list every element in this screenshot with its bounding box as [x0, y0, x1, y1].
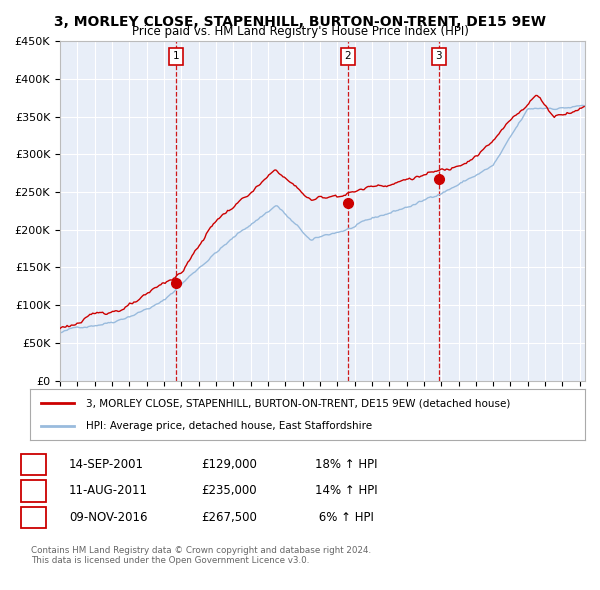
Text: 18% ↑ HPI: 18% ↑ HPI [315, 458, 377, 471]
Text: £267,500: £267,500 [201, 511, 257, 524]
Text: 6% ↑ HPI: 6% ↑ HPI [315, 511, 374, 524]
Text: 3: 3 [29, 513, 37, 522]
Text: 1: 1 [173, 51, 179, 61]
Text: 2: 2 [344, 51, 351, 61]
Text: £129,000: £129,000 [201, 458, 257, 471]
Text: 2: 2 [29, 486, 37, 496]
Text: Price paid vs. HM Land Registry's House Price Index (HPI): Price paid vs. HM Land Registry's House … [131, 25, 469, 38]
Text: HPI: Average price, detached house, East Staffordshire: HPI: Average price, detached house, East… [86, 421, 371, 431]
Text: 3: 3 [436, 51, 442, 61]
Text: 3, MORLEY CLOSE, STAPENHILL, BURTON-ON-TRENT, DE15 9EW (detached house): 3, MORLEY CLOSE, STAPENHILL, BURTON-ON-T… [86, 398, 510, 408]
Text: 11-AUG-2011: 11-AUG-2011 [69, 484, 148, 497]
Text: 3, MORLEY CLOSE, STAPENHILL, BURTON-ON-TRENT, DE15 9EW: 3, MORLEY CLOSE, STAPENHILL, BURTON-ON-T… [54, 15, 546, 29]
Text: 09-NOV-2016: 09-NOV-2016 [69, 511, 148, 524]
Text: 14-SEP-2001: 14-SEP-2001 [69, 458, 144, 471]
Text: 14% ↑ HPI: 14% ↑ HPI [315, 484, 377, 497]
Text: 1: 1 [29, 460, 37, 469]
Text: Contains HM Land Registry data © Crown copyright and database right 2024.
This d: Contains HM Land Registry data © Crown c… [31, 546, 371, 565]
Text: £235,000: £235,000 [201, 484, 257, 497]
